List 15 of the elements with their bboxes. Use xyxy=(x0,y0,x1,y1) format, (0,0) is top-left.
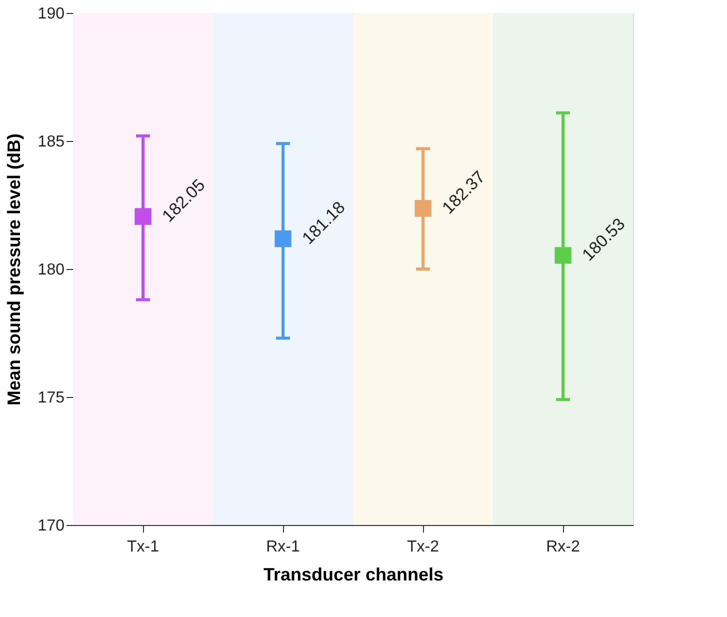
y-axis-title: Mean sound pressure level (dB) xyxy=(4,133,24,406)
y-tick-label: 190 xyxy=(38,6,65,22)
x-tick-label: Tx-2 xyxy=(407,538,440,556)
x-tick-label: Rx-2 xyxy=(546,538,580,556)
x-axis-title: Transducer channels xyxy=(263,564,444,584)
point xyxy=(274,230,292,248)
y-tick-label: 175 xyxy=(38,390,65,406)
point xyxy=(414,200,432,217)
x-tick-label: Tx-1 xyxy=(127,538,160,556)
x-tick-label: Rx-1 xyxy=(266,538,300,556)
point xyxy=(554,247,572,264)
y-tick-label: 185 xyxy=(38,134,65,150)
point xyxy=(134,208,152,225)
y-tick-label: 180 xyxy=(38,262,65,278)
y-tick-label: 170 xyxy=(38,518,65,534)
